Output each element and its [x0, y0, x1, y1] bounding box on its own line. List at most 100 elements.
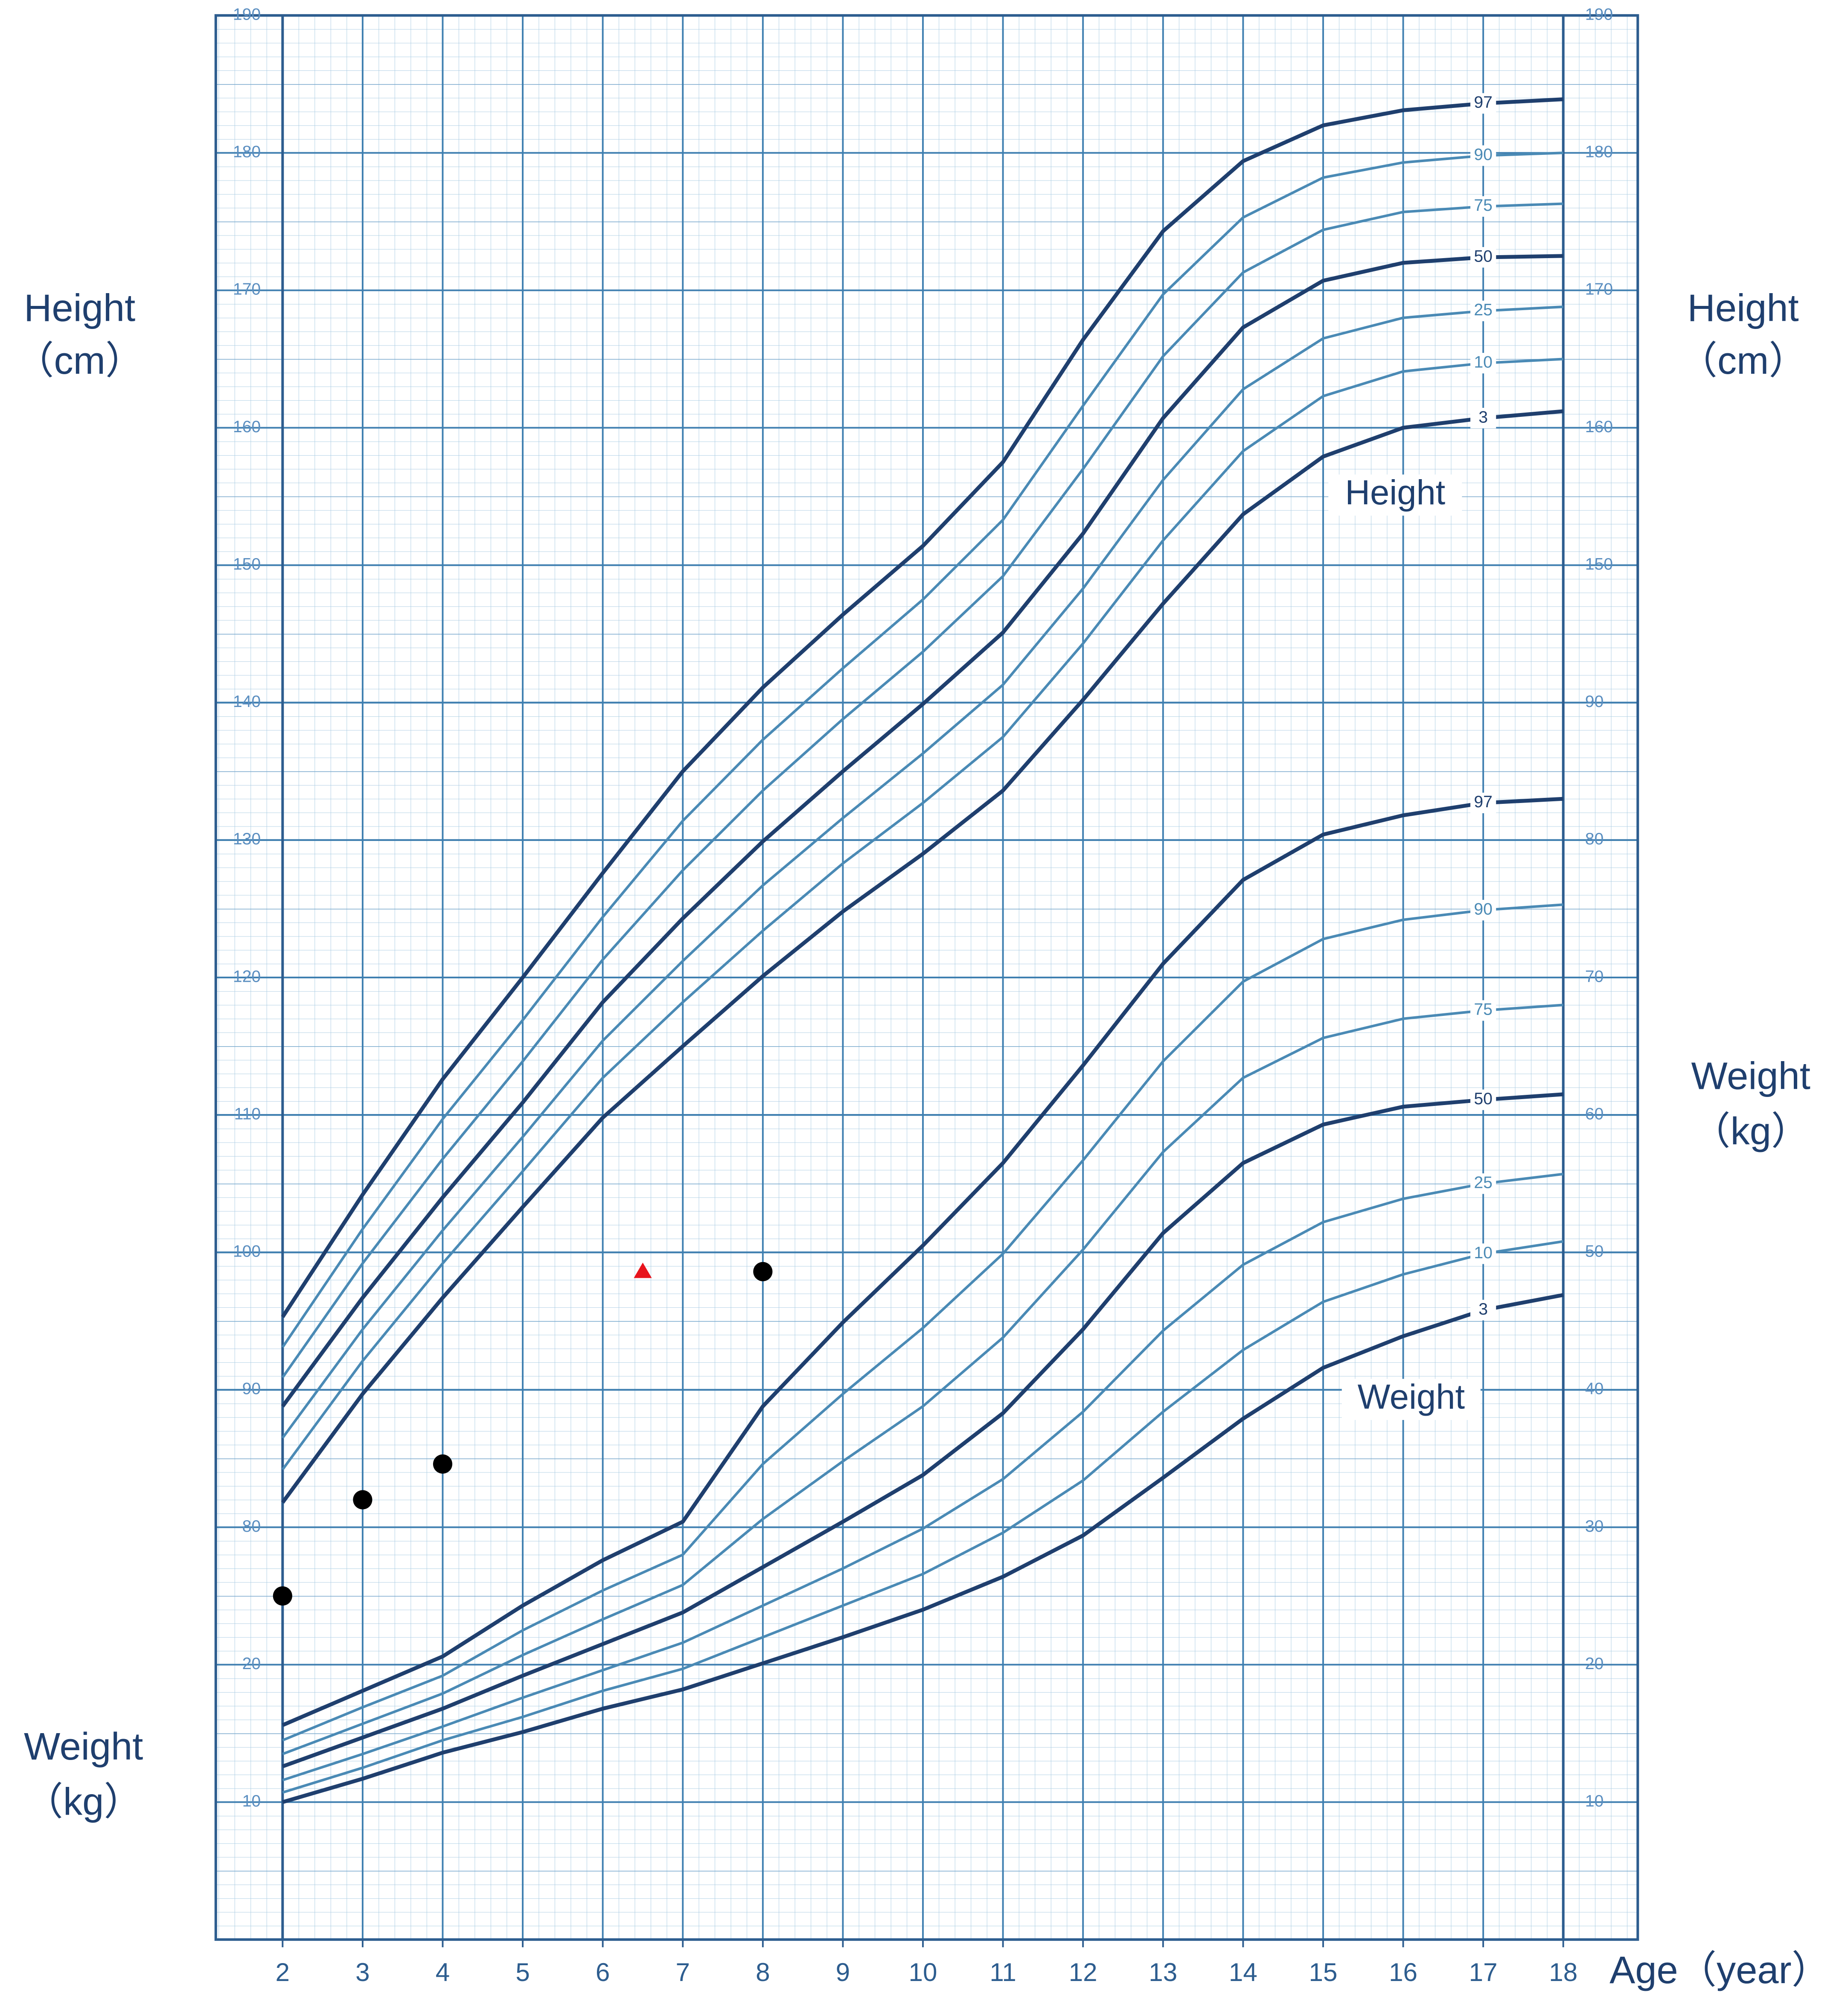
y2-tick-label: 50	[1585, 1242, 1604, 1261]
y-tick-label: 170	[233, 280, 261, 299]
y-tick-label: 180	[233, 143, 261, 161]
measurement-triangle	[634, 1263, 652, 1278]
y2-axis-title: Weight	[1691, 1055, 1810, 1098]
percentile-label: 50	[1474, 247, 1493, 265]
y-tick-label: 120	[233, 967, 261, 986]
measurement-point	[273, 1586, 292, 1606]
percentile-curve	[282, 1092, 1564, 1769]
x-tick-label: 8	[756, 1958, 770, 1987]
percentile-label: 75	[1474, 1001, 1493, 1019]
percentile-label-bg	[1470, 1243, 1496, 1264]
y2-tick-label: 90	[1585, 692, 1604, 711]
percentile-label: 90	[1474, 900, 1493, 919]
curves	[273, 97, 1564, 1804]
percentile-label-bg	[1470, 1300, 1496, 1321]
x-tick-label: 16	[1389, 1958, 1417, 1987]
percentile-curve	[281, 305, 1563, 1439]
percentile-label-bg	[1470, 1089, 1496, 1110]
x-tick-label: 2	[276, 1958, 290, 1987]
x-tick-label: 7	[676, 1958, 690, 1987]
measurement-point	[353, 1490, 372, 1510]
percentile-label-bg	[1470, 300, 1496, 321]
percentile-label-bg	[1470, 93, 1496, 114]
x-tick-label: 10	[909, 1958, 937, 1987]
x-tick-label: 13	[1149, 1958, 1177, 1987]
y-tick-label: 80	[242, 1517, 261, 1536]
percentile-label-bg	[1470, 900, 1496, 921]
x-tick-label: 17	[1469, 1958, 1498, 1987]
y-tick-label-right: 160	[1585, 418, 1613, 436]
measurement-point	[433, 1454, 453, 1474]
annotation-bg	[1328, 474, 1462, 516]
y2-tick-label: 10	[1585, 1792, 1604, 1810]
y2-tick-label: 60	[1585, 1105, 1604, 1123]
percentile-label: 97	[1474, 793, 1493, 811]
y2-tick-label: 30	[1585, 1517, 1604, 1536]
percentile-label: 10	[1474, 353, 1493, 371]
y-tick-label: 130	[233, 830, 261, 848]
percentile-curve	[282, 1240, 1564, 1794]
y-tick-label: 140	[233, 692, 261, 711]
percentile-curve	[282, 1172, 1564, 1782]
percentile-label-bg	[1470, 247, 1496, 268]
y-axis-unit: （cm）	[15, 339, 144, 382]
x-tick-label: 6	[596, 1958, 610, 1987]
y-tick-label: 150	[233, 555, 261, 573]
annotation: Height	[1345, 473, 1445, 512]
percentile-label: 97	[1474, 93, 1493, 112]
percentile-curve	[281, 151, 1563, 1348]
annotation-bg	[1341, 1379, 1481, 1420]
y2-axis-unit-left: （kg）	[25, 1780, 143, 1824]
percentile-curve	[282, 903, 1563, 1742]
percentile-curve	[281, 254, 1563, 1408]
y-axis-title: Height	[24, 286, 135, 329]
percentile-label: 3	[1478, 1300, 1488, 1318]
y2-tick-label-left: 20	[242, 1655, 261, 1673]
percentile-label-bg	[1470, 196, 1496, 217]
percentile-label-bg	[1470, 145, 1496, 166]
y-tick-label-right: 190	[1585, 6, 1613, 24]
percentile-label-bg	[1470, 1000, 1496, 1021]
percentile-curve	[282, 797, 1563, 1727]
percentile-label: 3	[1478, 408, 1488, 426]
x-tick-label: 11	[989, 1958, 1016, 1987]
measurement-point	[753, 1262, 773, 1281]
percentile-curve	[281, 202, 1563, 1379]
y-tick-label: 100	[233, 1242, 261, 1261]
percentile-label: 75	[1474, 196, 1493, 215]
y-axis-title-right: Height	[1688, 286, 1799, 329]
percentile-label: 10	[1474, 1244, 1493, 1262]
y-tick-label: 110	[234, 1105, 261, 1123]
x-tick-label: 4	[436, 1958, 450, 1987]
y2-tick-label: 70	[1585, 967, 1604, 986]
percentile-curve	[281, 409, 1564, 1504]
y-tick-label-right: 170	[1585, 280, 1613, 299]
frame	[214, 14, 1639, 1941]
y2-tick-label: 20	[1585, 1655, 1604, 1673]
percentile-label-bg	[1470, 792, 1496, 813]
labels: 2 3 4 5 6 7 8 9 10 11 12 13 14 15 16 17 18 80 90 100 110 120 1…	[233, 6, 1613, 1987]
percentile-label-bg	[1470, 407, 1496, 429]
y2-axis-title-left: Weight	[24, 1725, 143, 1768]
y-tick-label: 190	[233, 6, 261, 24]
annotation: Weight	[1358, 1377, 1465, 1416]
x-tick-label: 18	[1549, 1958, 1577, 1987]
percentile-curve	[281, 358, 1563, 1470]
y-tick-label: 90	[242, 1380, 261, 1398]
percentile-label: 25	[1474, 301, 1493, 319]
x-tick-label: 15	[1309, 1958, 1337, 1987]
x-tick-label: 3	[355, 1958, 370, 1987]
y2-axis-unit: （kg）	[1692, 1110, 1810, 1153]
y-tick-label-right: 150	[1585, 555, 1613, 573]
percentile-label: 50	[1474, 1090, 1493, 1108]
percentile-label: 25	[1474, 1174, 1493, 1192]
x-axis-title: Age（year）	[1609, 1949, 1830, 1992]
y-tick-label-right: 180	[1585, 143, 1613, 161]
percentile-curve	[281, 97, 1563, 1318]
x-tick-label: 12	[1069, 1958, 1097, 1987]
y2-tick-label: 40	[1585, 1380, 1604, 1398]
x-tick-label: 14	[1229, 1958, 1257, 1987]
percentile-label-bg	[1470, 353, 1496, 374]
